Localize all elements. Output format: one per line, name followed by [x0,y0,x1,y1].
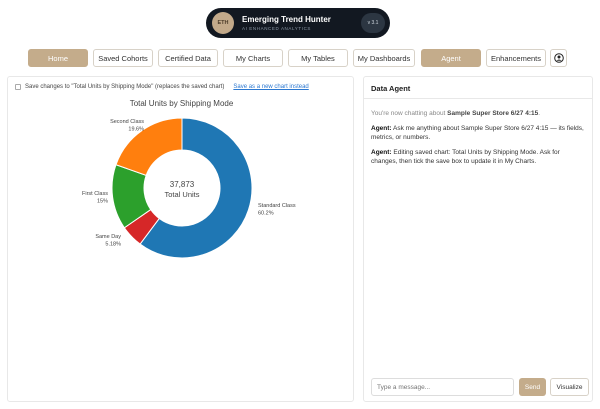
user-circle-icon [553,53,564,63]
send-button[interactable]: Send [519,378,546,396]
slice-label: First Class 15% [82,191,108,205]
nav-my-charts-button[interactable]: My Charts [223,49,283,67]
version-badge: v 3.1 [361,13,385,33]
center-total-value: 37,873 [170,180,195,189]
chart-panel: Save changes to "Total Units by Shipping… [7,76,354,402]
chat-speaker: Agent: [371,125,392,132]
top-nav: Home Saved Cohorts Certified Data My Cha… [0,49,600,67]
nav-saved-cohorts-button[interactable]: Saved Cohorts [93,49,153,67]
nav-home-button[interactable]: Home [28,49,88,67]
slice-label: Standard Class 60.2% [258,203,296,217]
chart-title: Total Units by Shipping Mode [129,99,234,108]
message-input[interactable] [371,378,514,396]
brand-subtitle: AI ENHANCED ANALYTICS [242,25,312,31]
nav-my-tables-button[interactable]: My Tables [288,49,348,67]
user-menu-button[interactable] [550,49,567,67]
brand-logo: ETH [212,12,234,34]
chat-speaker: Agent: [371,149,392,156]
chat-input-bar: Send Visualize [371,378,589,396]
visualize-button[interactable]: Visualize [550,378,589,396]
chat-intro: You're now chatting about Sample Super S… [371,109,585,118]
nav-certified-data-button[interactable]: Certified Data [158,49,218,67]
slice-label: Second Class 19.6% [110,119,144,133]
chat-text: Editing saved chart: Total Units by Ship… [371,149,560,165]
chat-messages: You're now chatting about Sample Super S… [364,99,592,166]
chat-intro-suffix: . [538,110,541,117]
donut-chart: Standard Class 60.2% Same Day 5.18% First Cl… [82,117,296,259]
chat-message: Agent: Editing saved chart: Total Units … [371,148,585,166]
agent-header: Data Agent [364,77,592,99]
chat-intro-text: You're now chatting about [371,110,448,117]
slice-second-class[interactable] [115,117,183,176]
nav-enhancements-button[interactable]: Enhancements [486,49,546,67]
slice-label: Same Day 5.18% [95,234,121,248]
brand-badge: ETH Emerging Trend Hunter AI ENHANCED AN… [206,8,390,38]
chat-text: Ask me anything about Sample Super Store… [371,125,584,141]
nav-my-dashboards-button[interactable]: My Dashboards [353,49,415,67]
center-total-label: Total Units [164,190,199,199]
chat-intro-dataset: Sample Super Store 6/27 4:15 [447,110,539,117]
save-changes-checkbox[interactable] [15,84,21,90]
save-bar: Save changes to "Total Units by Shipping… [15,84,309,90]
brand-title: Emerging Trend Hunter [242,14,331,24]
nav-agent-button[interactable]: Agent [421,49,481,67]
chat-message: Agent: Ask me anything about Sample Supe… [371,124,585,142]
save-as-new-link[interactable]: Save as a new chart instead [233,84,309,90]
slice-standard-class[interactable] [139,117,253,259]
save-changes-label: Save changes to "Total Units by Shipping… [25,84,225,90]
agent-panel: Data Agent You're now chatting about Sam… [363,76,593,402]
